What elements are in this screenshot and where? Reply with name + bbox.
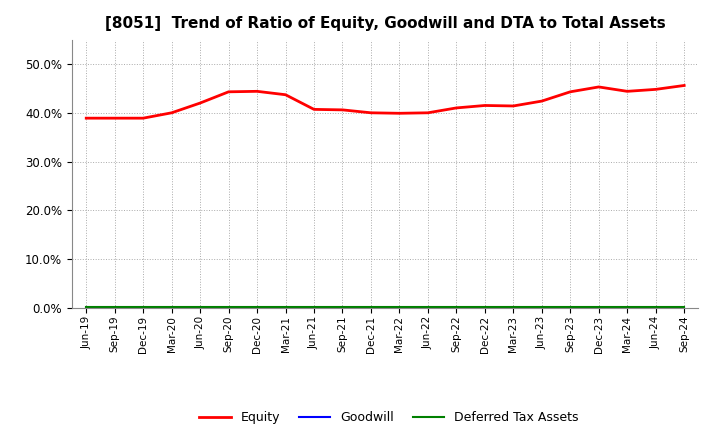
Equity xyxy=(395,110,404,116)
Goodwill xyxy=(680,305,688,311)
Equity xyxy=(82,116,91,121)
Equity xyxy=(566,89,575,95)
Goodwill xyxy=(282,305,290,311)
Equity xyxy=(253,89,261,94)
Goodwill xyxy=(537,305,546,311)
Deferred Tax Assets xyxy=(196,304,204,309)
Goodwill xyxy=(623,305,631,311)
Deferred Tax Assets xyxy=(167,304,176,309)
Deferred Tax Assets xyxy=(110,304,119,309)
Goodwill xyxy=(480,305,489,311)
Deferred Tax Assets xyxy=(680,304,688,309)
Deferred Tax Assets xyxy=(452,304,461,309)
Deferred Tax Assets xyxy=(537,304,546,309)
Deferred Tax Assets xyxy=(652,304,660,309)
Goodwill xyxy=(253,305,261,311)
Equity xyxy=(225,89,233,95)
Goodwill xyxy=(167,305,176,311)
Deferred Tax Assets xyxy=(595,304,603,309)
Goodwill xyxy=(366,305,375,311)
Equity xyxy=(366,110,375,115)
Title: [8051]  Trend of Ratio of Equity, Goodwill and DTA to Total Assets: [8051] Trend of Ratio of Equity, Goodwil… xyxy=(105,16,665,32)
Equity xyxy=(282,92,290,97)
Deferred Tax Assets xyxy=(423,304,432,309)
Equity xyxy=(595,84,603,90)
Equity xyxy=(139,116,148,121)
Goodwill xyxy=(310,305,318,311)
Deferred Tax Assets xyxy=(310,304,318,309)
Goodwill xyxy=(395,305,404,311)
Legend: Equity, Goodwill, Deferred Tax Assets: Equity, Goodwill, Deferred Tax Assets xyxy=(194,407,583,429)
Equity xyxy=(480,103,489,108)
Equity xyxy=(310,107,318,112)
Deferred Tax Assets xyxy=(82,304,91,309)
Goodwill xyxy=(139,305,148,311)
Equity xyxy=(623,89,631,94)
Goodwill xyxy=(566,305,575,311)
Deferred Tax Assets xyxy=(366,304,375,309)
Deferred Tax Assets xyxy=(253,304,261,309)
Equity xyxy=(680,83,688,88)
Deferred Tax Assets xyxy=(623,304,631,309)
Deferred Tax Assets xyxy=(509,304,518,309)
Goodwill xyxy=(110,305,119,311)
Equity xyxy=(652,87,660,92)
Equity xyxy=(452,105,461,110)
Goodwill xyxy=(82,305,91,311)
Goodwill xyxy=(509,305,518,311)
Goodwill xyxy=(338,305,347,311)
Deferred Tax Assets xyxy=(480,304,489,309)
Goodwill xyxy=(452,305,461,311)
Deferred Tax Assets xyxy=(139,304,148,309)
Deferred Tax Assets xyxy=(225,304,233,309)
Equity xyxy=(196,100,204,106)
Goodwill xyxy=(595,305,603,311)
Deferred Tax Assets xyxy=(566,304,575,309)
Equity xyxy=(537,99,546,104)
Goodwill xyxy=(652,305,660,311)
Equity xyxy=(110,116,119,121)
Deferred Tax Assets xyxy=(338,304,347,309)
Equity xyxy=(423,110,432,115)
Equity xyxy=(167,110,176,115)
Goodwill xyxy=(225,305,233,311)
Equity xyxy=(509,103,518,109)
Line: Equity: Equity xyxy=(86,85,684,118)
Goodwill xyxy=(196,305,204,311)
Deferred Tax Assets xyxy=(395,304,404,309)
Goodwill xyxy=(423,305,432,311)
Equity xyxy=(338,107,347,113)
Deferred Tax Assets xyxy=(282,304,290,309)
